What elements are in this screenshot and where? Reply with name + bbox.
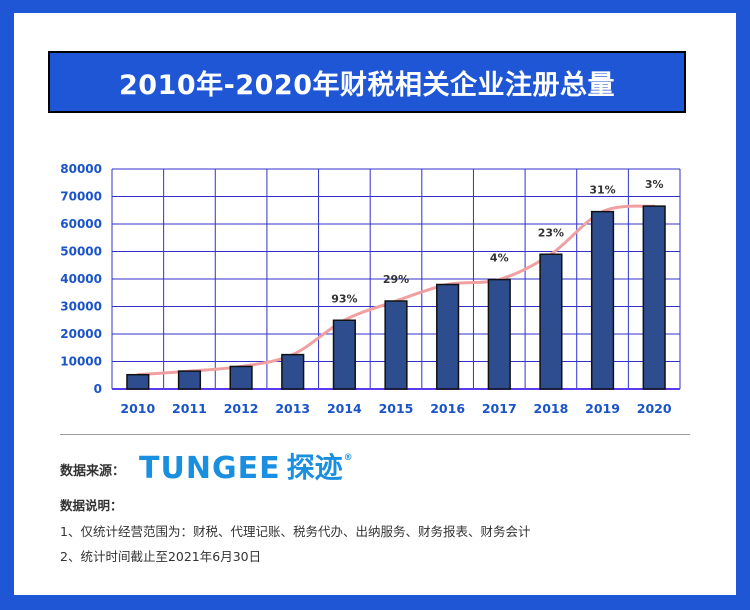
x-tick-label: 2018	[534, 401, 569, 416]
x-tick-label: 2015	[379, 401, 414, 416]
bar	[487, 278, 511, 390]
x-tick-label: 2011	[172, 401, 207, 416]
bar-chart: 0 10000 20000 30000 40000 50000 60000 70000 8000…	[60, 162, 681, 416]
growth-label: 31%	[589, 184, 615, 197]
x-tick-label: 2013	[275, 401, 310, 416]
x-tick-label: 2020	[637, 401, 672, 416]
bar	[229, 365, 253, 390]
divider	[60, 434, 690, 435]
growth-label: 29%	[383, 273, 409, 286]
bar	[642, 205, 666, 390]
bar	[332, 319, 356, 390]
y-tick-label: 20000	[60, 327, 102, 341]
growth-label: 93%	[331, 292, 357, 305]
y-tick-label: 10000	[60, 355, 102, 369]
x-tick-label: 2012	[224, 401, 259, 416]
bar	[436, 283, 460, 390]
growth-label: 4%	[490, 252, 509, 265]
source-row: 数据来源： TUNGEE 探迹 ®	[60, 452, 353, 486]
growth-label: 3%	[645, 178, 664, 191]
y-tick-label: 80000	[60, 162, 102, 176]
tungee-logo: TUNGEE 探迹 ®	[139, 454, 353, 484]
logo-cjk-text: 探迹	[286, 451, 343, 484]
x-tick-label: 2019	[585, 401, 620, 416]
y-tick-label: 0	[94, 382, 102, 396]
bar	[281, 353, 305, 390]
x-tick-label: 2017	[482, 401, 517, 416]
y-tick-label: 60000	[60, 217, 102, 231]
bar	[539, 253, 563, 390]
y-tick-label: 50000	[60, 245, 102, 259]
y-tick-label: 70000	[60, 190, 102, 204]
bar	[590, 210, 615, 390]
growth-label: 23%	[538, 226, 564, 239]
note-line: 1、仅统计经营范围为：财税、代理记账、税务代办、出纳服务、财务报表、财务会计	[60, 524, 531, 539]
bar	[177, 370, 202, 390]
bar	[126, 373, 150, 390]
x-tick-label: 2014	[327, 401, 362, 416]
page-title: 2010年-2020年财税相关企业注册总量	[48, 51, 686, 113]
bar	[384, 300, 408, 390]
notes-section: 数据说明： 1、仅统计经营范围为：财税、代理记账、税务代办、出纳服务、财务报表、…	[60, 495, 530, 571]
y-tick-label: 30000	[60, 300, 102, 314]
source-label: 数据来源：	[60, 463, 126, 479]
notes-heading: 数据说明：	[60, 498, 123, 513]
x-tick-label: 2016	[430, 401, 465, 416]
logo-latin-text: TUNGEE	[139, 451, 281, 486]
registered-mark: ®	[343, 453, 353, 463]
y-tick-label: 40000	[60, 272, 102, 286]
x-tick-label: 2010	[120, 401, 155, 416]
note-line: 2、统计时间截止至2021年6月30日	[60, 549, 262, 564]
